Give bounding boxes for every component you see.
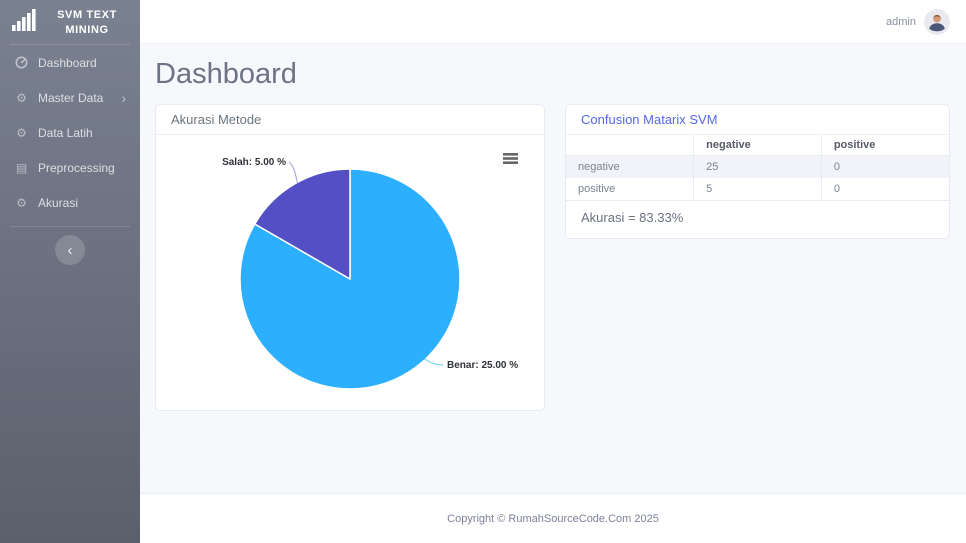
benar-label-connector [421, 356, 444, 366]
cell-value: 5 [693, 178, 822, 201]
tachometer-icon [14, 56, 29, 69]
sidebar-item-dashboard[interactable]: Dashboard [0, 45, 140, 80]
page-title: Dashboard [155, 58, 297, 90]
sidebar-item-preprocessing[interactable]: ▤ Preprocessing [0, 150, 140, 185]
column-header-positive: positive [820, 135, 949, 156]
akurasi-card-title: Akurasi Metode [156, 105, 544, 135]
gear-icon: ⚙ [16, 125, 27, 140]
sidebar-item-label: Akurasi [38, 195, 79, 210]
accuracy-text: Akurasi = 83.33% [581, 210, 684, 225]
topbar: admin [140, 0, 966, 44]
username-label: admin [886, 15, 916, 28]
sidebar-item-label: Preprocessing [38, 160, 115, 175]
column-header-negative: negative [693, 135, 822, 156]
sidebar-divider [10, 44, 130, 45]
sidebar-collapse-button[interactable]: ‹ [55, 235, 85, 265]
brand-title: SVM TEXT MINING [57, 8, 117, 36]
bar-chart-logo-icon [12, 8, 38, 37]
sidebar-item-master-data[interactable]: ⚙ Master Data › [0, 80, 140, 115]
sidebar-divider [10, 226, 130, 227]
chart-menu-hamburger-icon[interactable] [503, 153, 518, 164]
brand[interactable]: SVM TEXT MINING [0, 0, 140, 44]
column-header-blank [566, 135, 694, 156]
sidebar: SVM TEXT MINING Dashboard ⚙ Master Data … [0, 0, 140, 543]
pie-label-benar: Benar: 25.00 % [447, 360, 518, 371]
chevron-left-icon: ‹ [67, 241, 73, 259]
sidebar-item-akurasi[interactable]: ⚙ Akurasi [0, 185, 140, 220]
sidebar-item-label: Data Latih [38, 125, 93, 140]
pie-label-salah: Salah: 5.00 % [222, 157, 286, 168]
row-label: positive [566, 178, 694, 201]
copyright-text: Copyright © RumahSourceCode.Com 2025 [447, 512, 659, 525]
chevron-right-icon: › [121, 89, 126, 106]
main-content: Dashboard Akurasi Metode Salah: 5.00 % B… [140, 44, 966, 493]
footer: Copyright © RumahSourceCode.Com 2025 [140, 493, 966, 543]
cell-value: 0 [820, 155, 949, 178]
cell-value: 25 [693, 155, 822, 178]
gear-icon: ⚙ [16, 195, 27, 210]
table-row: positive 5 0 [566, 178, 949, 201]
row-label: negative [566, 155, 694, 178]
sidebar-item-label: Master Data [38, 90, 104, 105]
sidebar-item-label: Dashboard [38, 55, 97, 70]
confusion-matrix-card: Confusion Matarix SVM negative positive … [565, 104, 950, 239]
table-header-row: negative positive [566, 135, 949, 156]
user-avatar[interactable] [924, 8, 950, 35]
sidebar-item-data-latih[interactable]: ⚙ Data Latih [0, 115, 140, 150]
pie-slice-salah[interactable] [253, 168, 351, 280]
sidebar-nav: Dashboard ⚙ Master Data › ⚙ Data Latih ▤… [0, 45, 140, 220]
file-icon: ▤ [15, 160, 28, 175]
salah-label-connector [288, 161, 299, 187]
pie-chart: Salah: 5.00 % Benar: 25.00 % [156, 135, 544, 410]
cell-value: 0 [820, 178, 949, 201]
table-row: negative 25 0 [566, 155, 949, 178]
confusion-card-title: Confusion Matarix SVM [566, 105, 949, 135]
gear-icon: ⚙ [16, 90, 27, 105]
akurasi-metode-card: Akurasi Metode Salah: 5.00 % Benar: 25.0… [155, 104, 545, 411]
confusion-matrix-table: negative positive negative 25 0 positive… [566, 135, 949, 201]
